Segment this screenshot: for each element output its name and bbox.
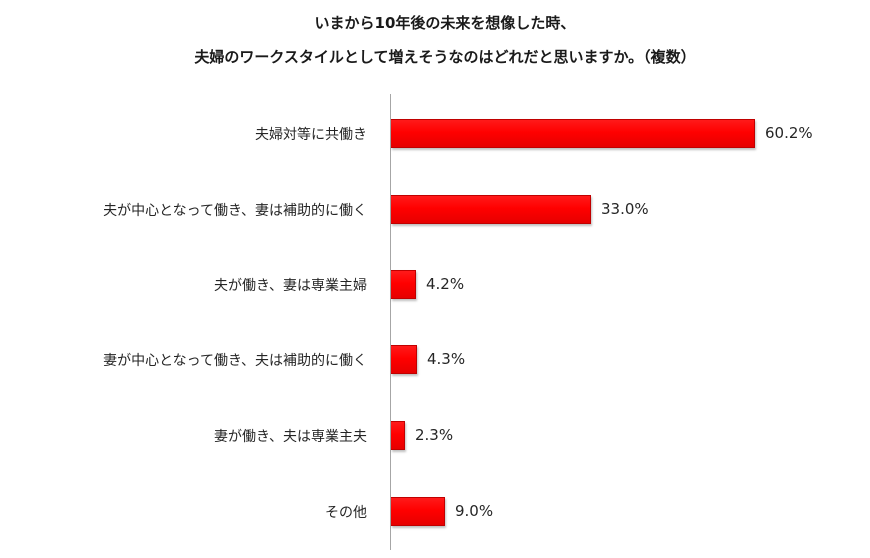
value-label: 33.0%: [601, 200, 649, 218]
category-label: その他: [325, 505, 367, 521]
bar-row: 妻が働き、夫は専業主夫 2.3%: [0, 421, 870, 451]
bar-row: 夫が中心となって働き、妻は補助的に働く 33.0%: [0, 195, 870, 225]
bar: [391, 345, 417, 374]
bar: [391, 119, 755, 148]
bar: [391, 497, 445, 526]
bar-row: 妻が中心となって働き、夫は補助的に働く 4.3%: [0, 345, 870, 375]
bar: [391, 270, 416, 299]
value-label: 4.2%: [426, 275, 465, 293]
value-label: 2.3%: [415, 426, 454, 444]
category-axis-line: [390, 94, 391, 550]
category-label: 夫が中心となって働き、妻は補助的に働く: [103, 203, 367, 219]
chart-title-line-2: 夫婦のワークスタイルとして増えそうなのはどれだと思いますか。（複数）: [194, 48, 696, 66]
bar-row: 夫が働き、妻は専業主婦 4.2%: [0, 270, 870, 300]
category-label: 妻が中心となって働き、夫は補助的に働く: [103, 353, 367, 369]
category-label: 妻が働き、夫は専業主夫: [213, 429, 367, 445]
chart-title-line-1: いまから10年後の未来を想像した時、: [314, 14, 576, 32]
value-label: 4.3%: [427, 350, 466, 368]
value-label: 60.2%: [765, 124, 813, 142]
bar-row: その他 9.0%: [0, 497, 870, 527]
category-label: 夫婦対等に共働き: [255, 127, 367, 143]
bar: [391, 195, 591, 224]
bar-row: 夫婦対等に共働き 60.2%: [0, 119, 870, 149]
value-label: 9.0%: [455, 502, 494, 520]
category-label: 夫が働き、妻は専業主婦: [213, 278, 367, 294]
bar: [391, 421, 405, 450]
